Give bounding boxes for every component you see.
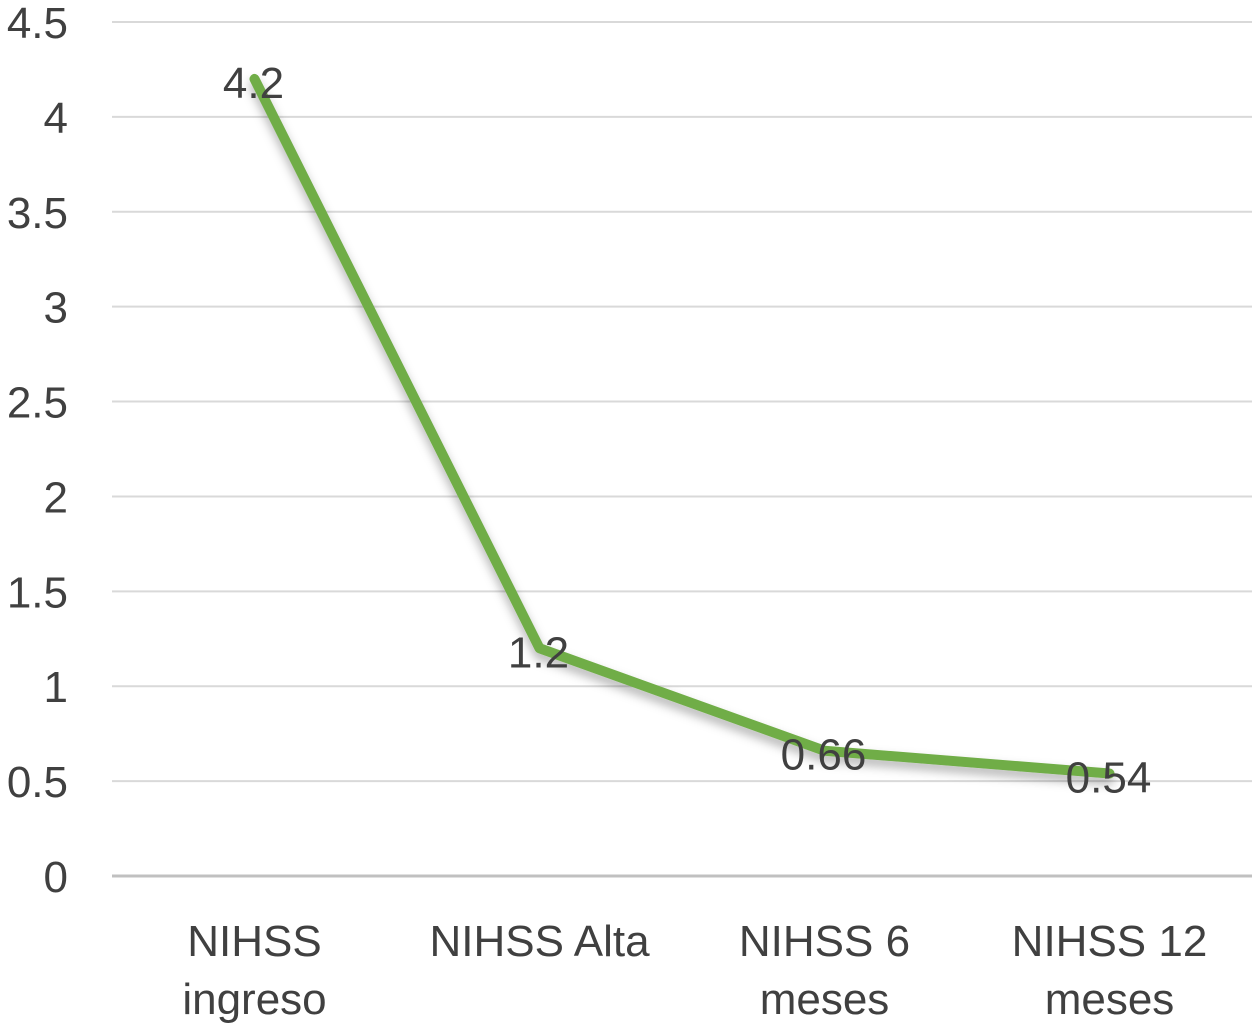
y-tick-label: 1.5 <box>7 568 68 617</box>
y-tick-label: 0 <box>44 853 68 902</box>
y-tick-label: 4.5 <box>7 0 68 48</box>
x-category-label: meses <box>1045 975 1175 1024</box>
data-point-label: 0.66 <box>781 731 867 780</box>
x-category-label: NIHSS 12 <box>1012 917 1208 966</box>
data-point-label: 1.2 <box>508 628 569 677</box>
y-tick-label: 4 <box>44 94 68 143</box>
x-category-label: meses <box>760 975 890 1024</box>
data-point-label: 0.54 <box>1066 754 1152 803</box>
data-point-label: 4.2 <box>223 59 284 108</box>
y-tick-label: 3 <box>44 284 68 333</box>
y-tick-label: 3.5 <box>7 189 68 238</box>
y-tick-label: 2 <box>44 473 68 522</box>
y-tick-label: 2.5 <box>7 379 68 428</box>
y-tick-label: 1 <box>44 663 68 712</box>
x-category-label: ingreso <box>182 975 326 1024</box>
x-category-label: NIHSS <box>187 917 321 966</box>
series-line <box>249 73 1115 779</box>
x-category-label: NIHSS 6 <box>739 917 910 966</box>
y-tick-label: 0.5 <box>7 758 68 807</box>
x-category-label: NIHSS Alta <box>429 917 650 966</box>
